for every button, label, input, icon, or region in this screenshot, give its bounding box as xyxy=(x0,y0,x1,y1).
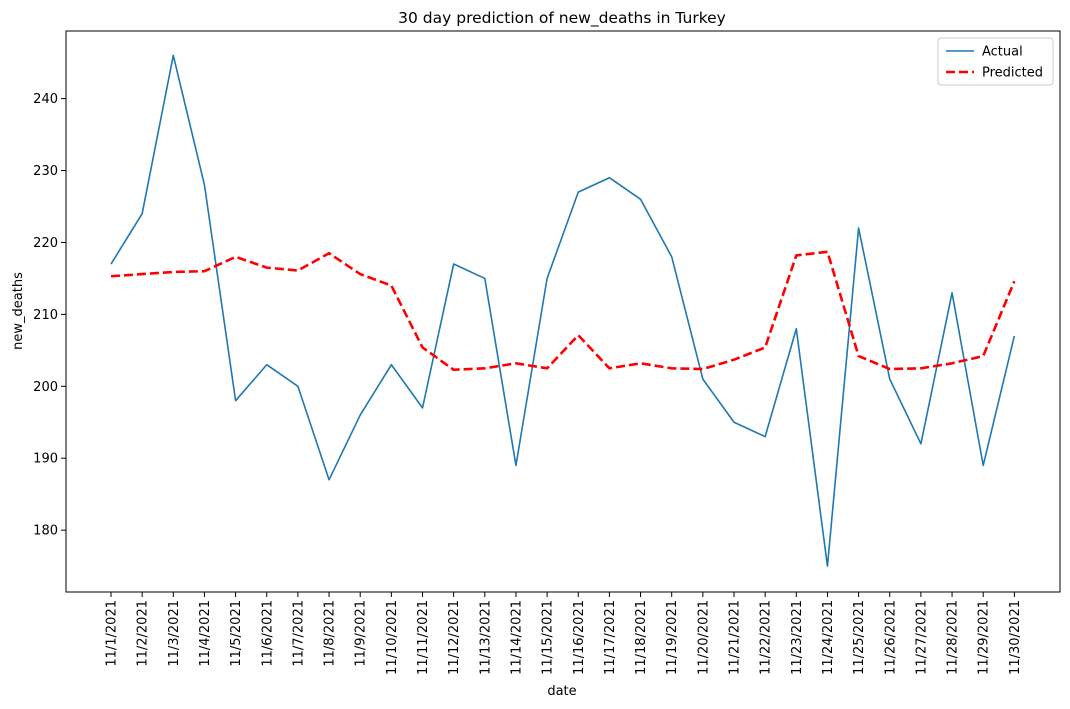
x-tick-label: 11/7/2021 xyxy=(291,600,306,667)
x-axis-label: date xyxy=(547,684,576,699)
legend-label-actual: Actual xyxy=(982,45,1023,60)
chart-title: 30 day prediction of new_deaths in Turke… xyxy=(398,9,726,28)
x-tick-label: 11/18/2021 xyxy=(634,600,649,675)
x-tick-label: 11/30/2021 xyxy=(1008,600,1023,675)
x-tick-label: 11/6/2021 xyxy=(260,600,275,667)
y-tick-label: 240 xyxy=(33,92,58,107)
y-tick-label: 220 xyxy=(33,236,58,251)
legend-label-predicted: Predicted xyxy=(982,66,1043,81)
series-line-actual xyxy=(110,54,1016,567)
y-tick-label: 190 xyxy=(33,452,58,467)
x-tick-label: 11/22/2021 xyxy=(759,600,774,675)
y-tick-label: 200 xyxy=(33,380,58,395)
y-tick-label: 210 xyxy=(33,308,58,323)
x-tick-label: 11/19/2021 xyxy=(665,600,680,675)
x-tick-label: 11/9/2021 xyxy=(354,600,369,667)
x-tick-label: 11/11/2021 xyxy=(416,600,431,675)
x-tick-label: 11/10/2021 xyxy=(385,600,400,675)
y-tick-label: 180 xyxy=(33,524,58,539)
y-axis-label: new_deaths xyxy=(11,272,26,350)
y-axis: 180 190 200 210 220 230 240 xyxy=(33,92,66,539)
plot-area xyxy=(110,54,1016,567)
x-tick-label: 11/12/2021 xyxy=(447,600,462,675)
x-axis: 11/1/2021 11/2/2021 11/3/2021 11/4/2021 11/5… xyxy=(105,592,1023,675)
x-tick-label: 11/21/2021 xyxy=(728,600,743,675)
plot-frame xyxy=(65,30,1061,593)
x-tick-label: 11/16/2021 xyxy=(572,600,587,675)
x-tick-label: 11/24/2021 xyxy=(821,600,836,675)
series-line-predicted xyxy=(110,250,1016,372)
legend: Actual Predicted xyxy=(937,37,1054,86)
x-tick-label: 11/23/2021 xyxy=(790,600,805,675)
x-tick-label: 11/13/2021 xyxy=(478,600,493,675)
x-tick-label: 11/25/2021 xyxy=(852,600,867,675)
x-tick-label: 11/1/2021 xyxy=(105,600,120,667)
x-tick-label: 11/8/2021 xyxy=(323,600,338,667)
x-tick-label: 11/26/2021 xyxy=(883,600,898,675)
x-tick-label: 11/2/2021 xyxy=(136,600,151,667)
x-tick-label: 11/17/2021 xyxy=(603,600,618,675)
x-tick-label: 11/27/2021 xyxy=(914,600,929,675)
x-tick-label: 11/20/2021 xyxy=(696,600,711,675)
x-tick-label: 11/4/2021 xyxy=(198,600,213,667)
x-tick-label: 11/15/2021 xyxy=(541,600,556,675)
x-tick-label: 11/28/2021 xyxy=(946,600,961,675)
x-tick-label: 11/29/2021 xyxy=(977,600,992,675)
x-tick-label: 11/3/2021 xyxy=(167,600,182,667)
x-tick-label: 11/14/2021 xyxy=(509,600,524,675)
x-tick-label: 11/5/2021 xyxy=(229,600,244,667)
y-tick-label: 230 xyxy=(33,164,58,179)
